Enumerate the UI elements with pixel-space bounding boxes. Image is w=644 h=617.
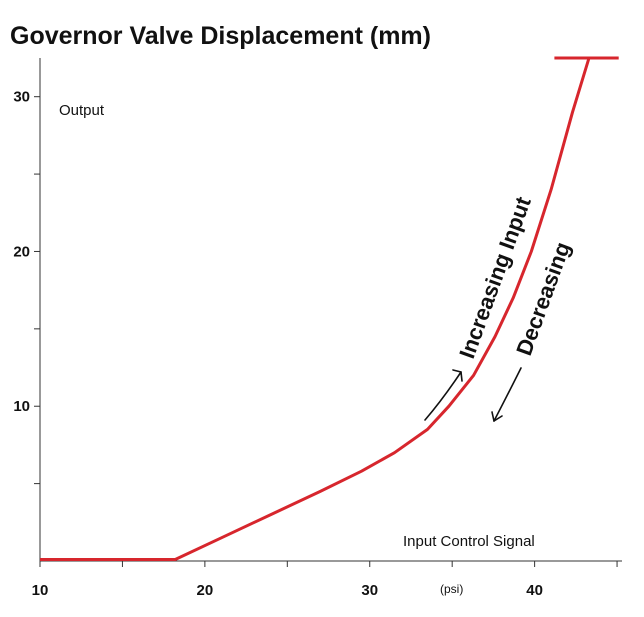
decreasing-arrowhead-icon bbox=[491, 411, 503, 422]
y-tick-label: 30 bbox=[13, 89, 30, 106]
series-layer bbox=[40, 56, 619, 561]
x-axis-unit: (psi) bbox=[440, 582, 463, 596]
increasing-arrow-icon bbox=[424, 371, 462, 421]
displacement-curve bbox=[40, 57, 591, 561]
x-tick-label: 20 bbox=[197, 582, 214, 599]
chart-title: Governor Valve Displacement (mm) bbox=[10, 22, 431, 50]
decreasing-arrow-icon bbox=[493, 367, 522, 422]
tick-labels: 10 20 30 40 10 20 30 bbox=[13, 89, 543, 599]
annotations: Increasing Input Decreasing bbox=[424, 193, 575, 422]
y-tick-label: 20 bbox=[13, 243, 30, 260]
increasing-arrowhead-icon bbox=[452, 369, 463, 382]
decreasing-annotation: Decreasing bbox=[511, 239, 575, 359]
x-tick-label: 10 bbox=[32, 582, 49, 599]
y-axis-label: Output bbox=[59, 102, 105, 119]
y-tick-label: 10 bbox=[13, 398, 30, 415]
tick-marks bbox=[34, 96, 618, 567]
x-tick-label: 40 bbox=[526, 582, 543, 599]
x-axis-label: Input Control Signal bbox=[403, 533, 535, 550]
x-tick-label: 30 bbox=[361, 582, 378, 599]
